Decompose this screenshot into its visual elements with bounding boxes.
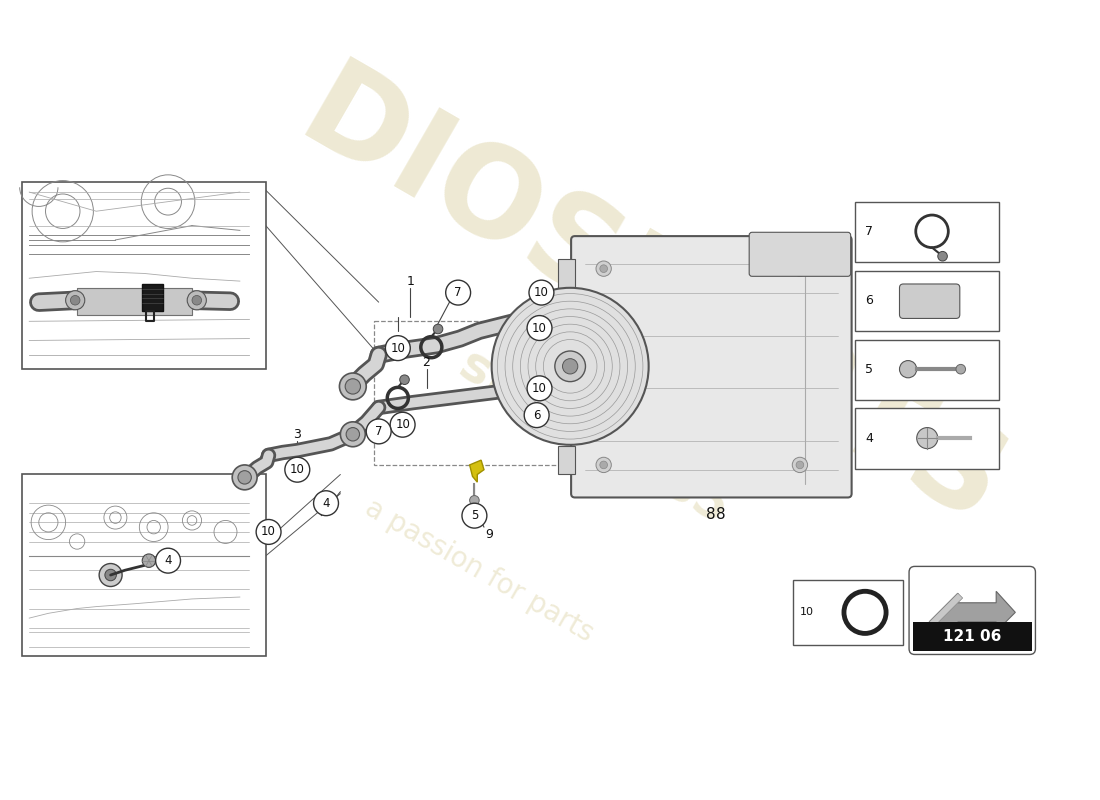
Circle shape bbox=[562, 358, 578, 374]
Circle shape bbox=[104, 570, 117, 581]
Circle shape bbox=[525, 402, 549, 427]
Text: 4: 4 bbox=[865, 432, 872, 445]
Circle shape bbox=[345, 378, 361, 394]
FancyBboxPatch shape bbox=[900, 284, 960, 318]
Circle shape bbox=[187, 290, 207, 310]
Text: 6: 6 bbox=[865, 294, 872, 306]
Text: 3: 3 bbox=[294, 428, 301, 441]
FancyBboxPatch shape bbox=[909, 566, 1035, 654]
Bar bbox=[558, 446, 575, 474]
Circle shape bbox=[527, 315, 552, 341]
Polygon shape bbox=[930, 594, 962, 626]
Text: 5: 5 bbox=[865, 362, 873, 376]
Circle shape bbox=[232, 465, 257, 490]
Bar bbox=[558, 259, 575, 288]
Bar bbox=[22, 182, 266, 369]
Text: 8: 8 bbox=[716, 507, 725, 522]
Bar bbox=[793, 580, 903, 645]
Text: 10: 10 bbox=[261, 526, 276, 538]
Text: since 1985: since 1985 bbox=[451, 340, 737, 533]
Circle shape bbox=[900, 361, 916, 378]
Circle shape bbox=[956, 364, 966, 374]
Circle shape bbox=[70, 295, 80, 305]
Circle shape bbox=[340, 422, 365, 446]
Text: 10: 10 bbox=[800, 607, 814, 618]
Bar bbox=[77, 288, 192, 314]
Circle shape bbox=[600, 265, 607, 273]
Bar bbox=[913, 622, 1032, 650]
Circle shape bbox=[527, 376, 552, 401]
Text: 10: 10 bbox=[532, 322, 547, 334]
Circle shape bbox=[529, 280, 554, 305]
Text: 6: 6 bbox=[532, 409, 540, 422]
Bar bbox=[856, 409, 999, 469]
Text: 10: 10 bbox=[532, 382, 547, 395]
Polygon shape bbox=[930, 591, 1015, 631]
Text: 4: 4 bbox=[164, 554, 172, 567]
Bar bbox=[374, 322, 584, 465]
Bar bbox=[77, 288, 192, 314]
Circle shape bbox=[285, 458, 310, 482]
Bar bbox=[22, 474, 266, 656]
FancyBboxPatch shape bbox=[571, 236, 851, 498]
Circle shape bbox=[385, 336, 410, 361]
Text: a passion for parts: a passion for parts bbox=[360, 494, 598, 647]
Bar bbox=[856, 270, 999, 331]
Polygon shape bbox=[470, 460, 484, 482]
Circle shape bbox=[142, 554, 155, 567]
Circle shape bbox=[256, 519, 280, 544]
Text: 7: 7 bbox=[375, 425, 383, 438]
Circle shape bbox=[399, 375, 409, 385]
Circle shape bbox=[938, 251, 947, 261]
Bar bbox=[142, 284, 163, 310]
Circle shape bbox=[390, 412, 415, 437]
Text: 10: 10 bbox=[534, 286, 549, 299]
Circle shape bbox=[66, 290, 85, 310]
Circle shape bbox=[596, 458, 612, 473]
Text: 9: 9 bbox=[485, 528, 493, 542]
Circle shape bbox=[346, 427, 360, 441]
Circle shape bbox=[462, 503, 487, 528]
Circle shape bbox=[470, 495, 480, 505]
Circle shape bbox=[796, 265, 804, 273]
Circle shape bbox=[433, 324, 443, 334]
Circle shape bbox=[554, 298, 580, 322]
Circle shape bbox=[314, 490, 339, 516]
Text: 4: 4 bbox=[322, 497, 330, 510]
Circle shape bbox=[561, 303, 574, 317]
Circle shape bbox=[340, 373, 366, 400]
Circle shape bbox=[366, 419, 392, 444]
Circle shape bbox=[557, 377, 580, 400]
Circle shape bbox=[492, 288, 649, 445]
Bar bbox=[856, 202, 999, 262]
Circle shape bbox=[238, 470, 252, 484]
Circle shape bbox=[554, 351, 585, 382]
Text: 7: 7 bbox=[454, 286, 462, 299]
FancyBboxPatch shape bbox=[749, 232, 850, 276]
Text: DIOSPARTS: DIOSPARTS bbox=[279, 53, 1023, 552]
Text: 10: 10 bbox=[395, 418, 410, 431]
Circle shape bbox=[916, 427, 938, 449]
Circle shape bbox=[600, 461, 607, 469]
Circle shape bbox=[596, 261, 612, 276]
Circle shape bbox=[796, 461, 804, 469]
Bar bbox=[856, 339, 999, 400]
Text: 10: 10 bbox=[290, 463, 305, 476]
Text: 7: 7 bbox=[865, 225, 873, 238]
Circle shape bbox=[792, 261, 807, 276]
Circle shape bbox=[446, 280, 471, 305]
Text: 10: 10 bbox=[390, 342, 405, 354]
Circle shape bbox=[155, 548, 180, 573]
Circle shape bbox=[192, 295, 201, 305]
Circle shape bbox=[99, 563, 122, 586]
Text: 8: 8 bbox=[706, 507, 716, 522]
Circle shape bbox=[562, 382, 574, 394]
Text: 2: 2 bbox=[422, 356, 430, 369]
Text: 1: 1 bbox=[406, 274, 415, 288]
Circle shape bbox=[792, 458, 807, 473]
Text: 121 06: 121 06 bbox=[943, 629, 1001, 644]
Text: 5: 5 bbox=[471, 509, 478, 522]
